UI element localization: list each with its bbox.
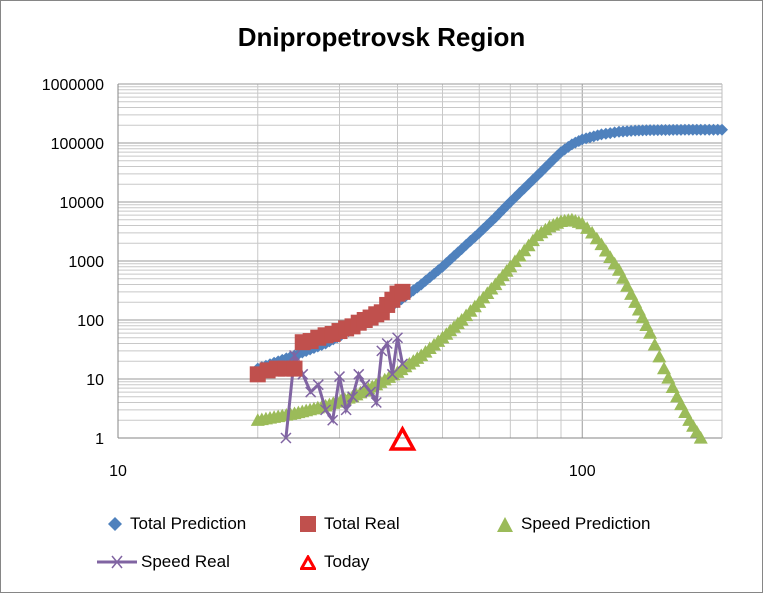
x-line-icon — [97, 555, 137, 569]
y-tick-label: 10 — [86, 372, 104, 389]
speed-real-point — [280, 432, 292, 444]
speed-real-point — [391, 332, 404, 344]
legend-label-today: Today — [324, 552, 370, 571]
triangle-outline-icon — [300, 554, 316, 570]
speed-real-point — [327, 414, 339, 426]
legend-label-speed-prediction: Speed Prediction — [521, 514, 651, 533]
speed-real-point — [312, 379, 324, 391]
x-tick-label: 100 — [569, 463, 596, 480]
total-real-point — [394, 283, 411, 300]
speed-real-point — [396, 358, 409, 370]
speed-prediction-point — [647, 337, 662, 351]
speed-prediction-point — [652, 349, 667, 363]
speed-real-point — [381, 337, 393, 350]
triangle-icon — [497, 516, 513, 532]
speed-prediction-point — [665, 380, 680, 393]
legend-item-speed-real: Speed Real — [97, 552, 230, 572]
speed-real-point — [353, 368, 365, 380]
total-prediction-point — [716, 123, 728, 136]
legend-label-total-prediction: Total Prediction — [130, 514, 247, 533]
speed-real-point — [376, 345, 388, 357]
total-real-point — [286, 360, 303, 377]
speed-real-point — [288, 349, 301, 362]
speed-real-point — [320, 404, 332, 416]
y-tick-label: 10000 — [60, 195, 105, 212]
today-marker — [388, 425, 417, 451]
diamond-icon — [108, 517, 122, 531]
y-tick-label: 100 — [77, 313, 104, 330]
speed-real-point — [340, 404, 352, 416]
legend-item-today: Today — [300, 552, 369, 572]
speed-real-point — [333, 371, 346, 383]
square-icon — [300, 516, 316, 532]
speed-prediction-point — [656, 361, 671, 375]
speed-prediction-point — [661, 370, 676, 384]
legend-label-total-real: Total Real — [324, 514, 400, 533]
speed-prediction-point — [643, 326, 658, 339]
legend-item-total-real: Total Real — [300, 514, 400, 534]
chart-title: Dnipropetrovsk Region — [237, 22, 526, 52]
legend-label-speed-real: Speed Real — [141, 552, 230, 571]
y-tick-label: 1 — [95, 431, 104, 448]
total-prediction-point — [500, 199, 513, 212]
speed-real-point — [386, 368, 398, 380]
speed-real-point — [365, 386, 377, 398]
total-prediction-point — [444, 253, 457, 266]
speed-real-point — [370, 396, 382, 409]
legend-item-total-prediction: Total Prediction — [108, 514, 246, 534]
y-tick-label: 100000 — [51, 136, 104, 153]
speed-real-point — [359, 379, 371, 391]
y-tick-label: 1000000 — [42, 77, 104, 94]
speed-prediction-point — [693, 431, 708, 444]
y-tick-label: 1000 — [68, 254, 104, 271]
legend-item-speed-prediction: Speed Prediction — [497, 514, 650, 534]
x-tick-label: 10 — [109, 463, 127, 480]
speed-real-point — [346, 391, 359, 403]
